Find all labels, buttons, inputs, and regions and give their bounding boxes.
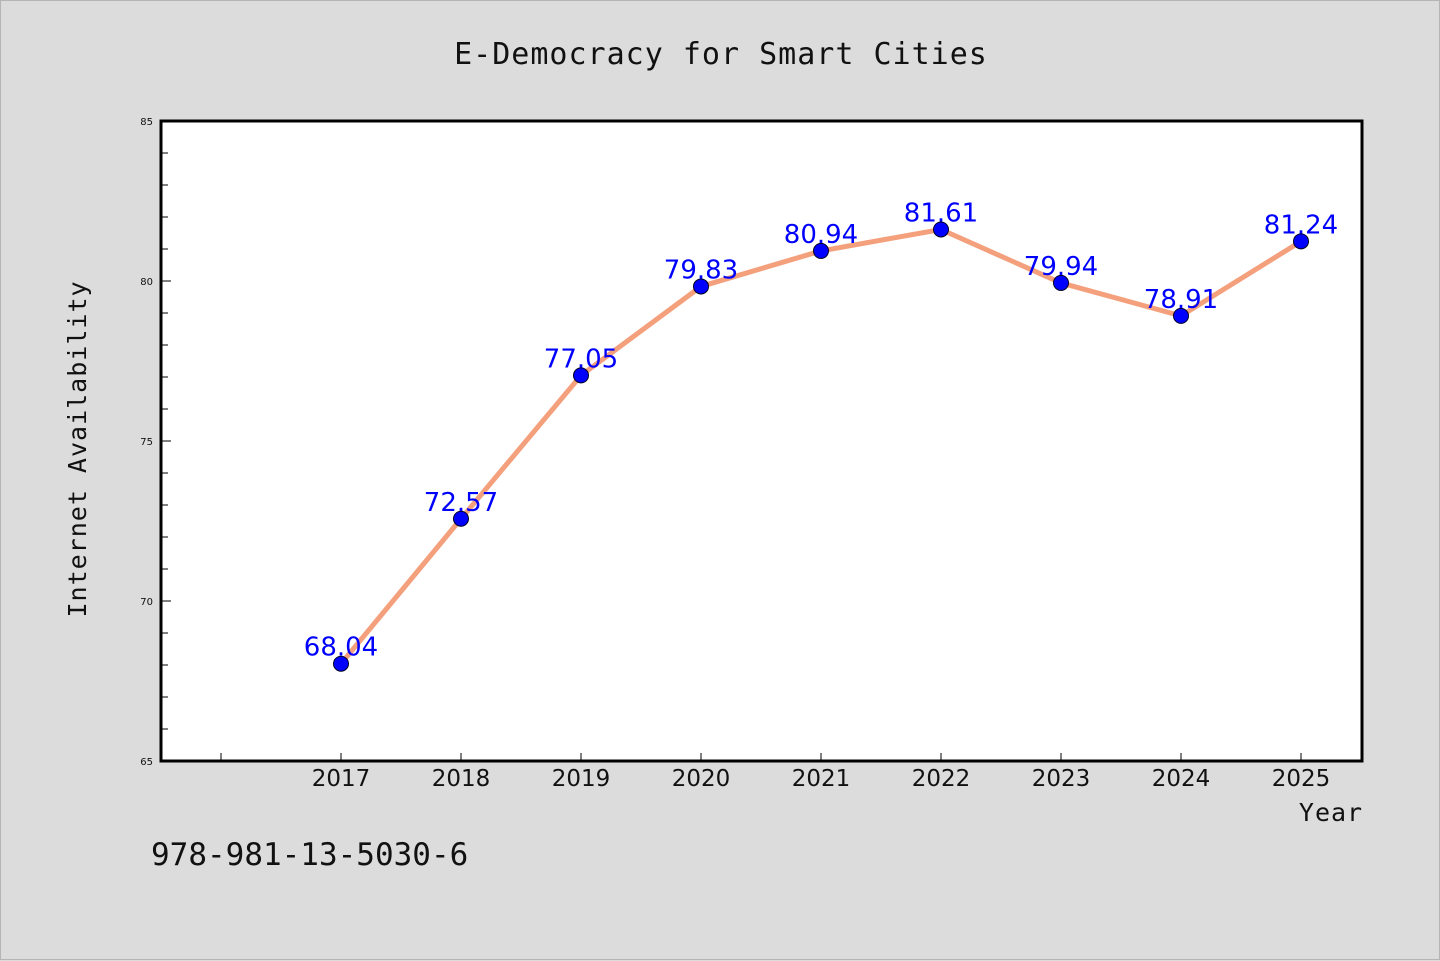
data-label: 80.94 bbox=[784, 220, 858, 250]
x-tick-label: 2019 bbox=[552, 766, 611, 792]
data-point bbox=[333, 655, 349, 672]
x-axis-ticks: 2017 2018 2019 2020 2021 2022 2023 2024 2025 bbox=[220, 753, 1331, 792]
data-point bbox=[1173, 307, 1189, 324]
y-tick-label: 85 bbox=[140, 117, 153, 128]
data-point bbox=[453, 510, 469, 527]
data-label: 81.24 bbox=[1264, 210, 1338, 240]
plot-border bbox=[159, 119, 1364, 763]
y-tick-label: 80 bbox=[140, 277, 153, 288]
data-label: 79.94 bbox=[1024, 252, 1098, 282]
plot-area bbox=[161, 121, 1362, 761]
chart-title: E-Democracy for Smart Cities bbox=[454, 37, 988, 72]
x-tick-label: 2025 bbox=[1272, 766, 1331, 792]
data-label: 72.57 bbox=[424, 488, 498, 518]
data-label: 79.83 bbox=[664, 255, 738, 285]
data-point bbox=[1053, 274, 1069, 291]
data-label: 78.91 bbox=[1144, 285, 1218, 315]
data-label: 77.05 bbox=[544, 344, 618, 374]
data-point bbox=[693, 278, 709, 295]
x-axis-label: Year bbox=[1299, 798, 1363, 827]
data-label: 68.04 bbox=[304, 633, 378, 663]
x-tick-label: 2020 bbox=[672, 766, 731, 792]
y-tick-label: 75 bbox=[140, 437, 153, 448]
x-tick-label: 2017 bbox=[312, 766, 371, 792]
y-axis-label: Internet Availability bbox=[63, 280, 92, 617]
x-tick-label: 2024 bbox=[1152, 766, 1211, 792]
x-tick-label: 2021 bbox=[792, 766, 851, 792]
isbn-text: 978-981-13-5030-6 bbox=[151, 837, 468, 873]
data-label: 81.61 bbox=[904, 198, 978, 228]
x-tick-label: 2023 bbox=[1032, 766, 1091, 792]
data-point bbox=[933, 221, 949, 238]
data-point bbox=[1293, 233, 1309, 250]
series-line-group: 68.04 72.57 77.05 79.83 80.94 81.61 79.94 78.91… bbox=[304, 198, 1338, 672]
data-point bbox=[573, 367, 589, 384]
y-tick-label: 65 bbox=[140, 757, 153, 768]
x-tick-label: 2022 bbox=[912, 766, 971, 792]
data-point bbox=[813, 242, 829, 259]
x-tick-label: 2018 bbox=[432, 766, 491, 792]
y-tick-label: 70 bbox=[140, 597, 153, 608]
